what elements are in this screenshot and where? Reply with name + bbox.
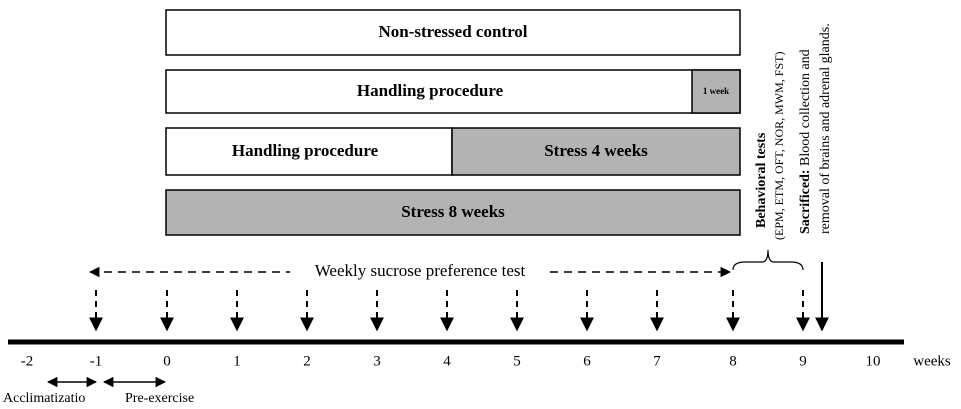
- brace: [732, 249, 804, 271]
- timeline-tick-label: 3: [373, 353, 381, 369]
- timeline-tick-label: 5: [513, 353, 521, 369]
- timeline-tick-label: -2: [21, 353, 34, 369]
- timeline-tick-label: 7: [653, 353, 661, 369]
- timeline-tick-label: 4: [443, 353, 451, 369]
- box-label: Stress 8 weeks: [401, 202, 505, 221]
- timeline-tick-label: 6: [583, 353, 591, 369]
- timeline-tick-label: 8: [729, 353, 737, 369]
- sacrificed-text: Blood collection and: [798, 49, 813, 166]
- box-label: Stress 4 weeks: [544, 141, 648, 160]
- phase-label: Pre-exercise: [125, 391, 194, 406]
- behavioral-tests: (EPM, ETM, OFT, NOR, MWM, FST): [772, 52, 786, 240]
- box-label: Handling procedure: [357, 81, 504, 100]
- timeline-tick-label: 0: [163, 353, 171, 369]
- box: [165, 9, 741, 56]
- box: [691, 69, 741, 114]
- behavioral-title: Behavioral tests: [754, 132, 769, 228]
- sucrose-label: Weekly sucrose preference test: [315, 261, 526, 280]
- timeline-unit: weeks: [913, 353, 951, 369]
- timeline-tick-label: 10: [866, 353, 881, 369]
- phase-label: Acclimatizatio: [3, 391, 85, 406]
- sacrificed-text: removal of brains and adrenal glands.: [818, 23, 833, 234]
- timeline-tick-label: 9: [799, 353, 807, 369]
- box-note: 1 week: [703, 86, 729, 96]
- box-label: Handling procedure: [232, 141, 379, 160]
- box: [165, 189, 741, 236]
- timeline-tick-label: -1: [90, 353, 103, 369]
- box: [165, 69, 741, 114]
- box: [451, 127, 741, 176]
- timeline-tick-label: 1: [233, 353, 241, 369]
- timeline-tick-label: 2: [303, 353, 311, 369]
- sacrificed-title: Sacrificed:: [798, 169, 813, 234]
- box-label: Non-stressed control: [378, 22, 527, 41]
- sacrificed-line: Sacrificed: Blood collection and: [798, 49, 813, 234]
